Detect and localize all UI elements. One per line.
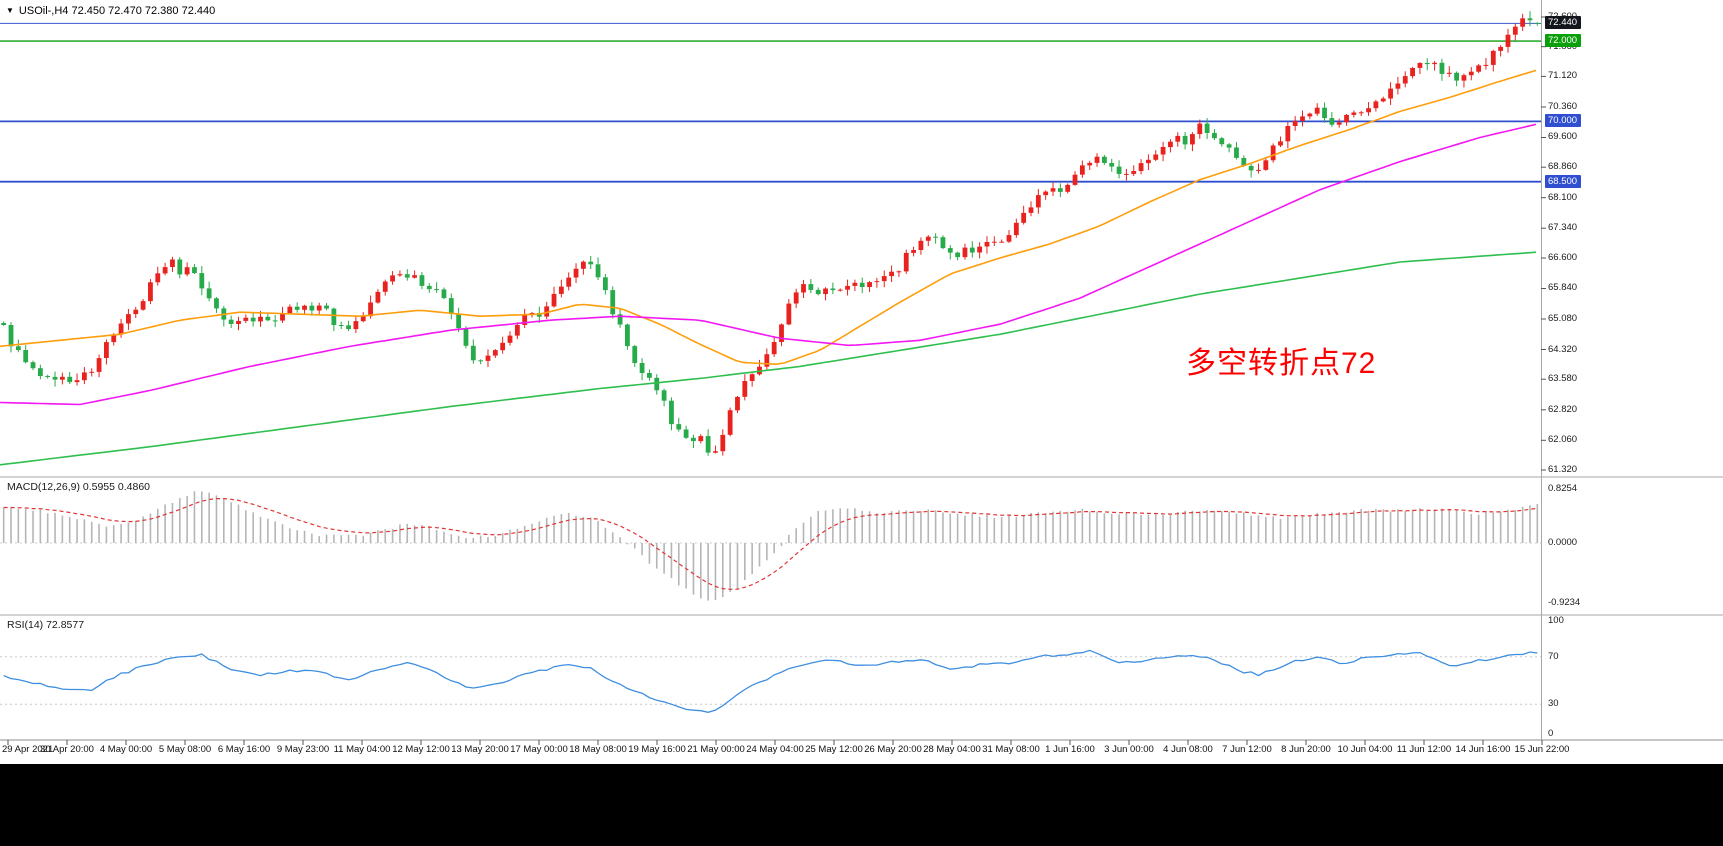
time-tick-label: 4 May 00:00 xyxy=(99,744,153,755)
time-tick-label: 6 May 16:00 xyxy=(217,744,271,755)
time-tick-label: 28 May 04:00 xyxy=(923,744,981,755)
time-tick-label: 18 May 08:00 xyxy=(569,744,627,755)
chart-header: ▼ USOil-,H4 72.450 72.470 72.380 72.440 xyxy=(6,5,215,17)
price-tick: 71.120 xyxy=(1548,70,1578,82)
price-tick: 62.060 xyxy=(1548,434,1578,446)
time-tick-label: 21 May 00:00 xyxy=(687,744,745,755)
time-tick-label: 10 Jun 04:00 xyxy=(1337,744,1393,755)
time-tick-label: 9 May 23:00 xyxy=(276,744,330,755)
time-tick-label: 3 Jun 00:00 xyxy=(1104,744,1154,755)
bottom-black-bar xyxy=(0,764,1723,846)
time-tick-label: 19 May 16:00 xyxy=(628,744,686,755)
rsi-axis-tick: 30 xyxy=(1548,698,1559,710)
time-tick-label: 11 May 04:00 xyxy=(333,744,391,755)
time-tick-label: 5 May 08:00 xyxy=(158,744,212,755)
panel-separators xyxy=(0,0,1723,745)
time-tick-label: 8 Jun 20:00 xyxy=(1281,744,1331,755)
time-tick-label: 25 May 12:00 xyxy=(805,744,863,755)
price-tick: 70.360 xyxy=(1548,100,1578,112)
macd-panel xyxy=(0,491,1541,601)
rsi-axis-tick: 0 xyxy=(1548,728,1554,739)
rsi-panel xyxy=(0,649,1541,713)
price-tick: 69.600 xyxy=(1548,131,1578,143)
price-tick: 68.100 xyxy=(1548,191,1578,203)
symbol-ohlc-label: USOil-,H4 72.450 72.470 72.380 72.440 xyxy=(18,5,216,17)
price-tick: 66.600 xyxy=(1548,251,1578,263)
time-tick-label: 7 Jun 12:00 xyxy=(1222,744,1272,755)
time-tick-label: 14 Jun 16:00 xyxy=(1455,744,1511,755)
macd-axis-tick: -0.9234 xyxy=(1548,597,1581,609)
price-marker: 68.500 xyxy=(1545,174,1582,188)
price-tick: 64.320 xyxy=(1548,343,1578,355)
price-tick: 62.820 xyxy=(1548,403,1578,415)
price-tick: 67.340 xyxy=(1548,222,1578,234)
candles xyxy=(1,11,1540,456)
time-tick-label: 12 May 12:00 xyxy=(392,744,450,755)
time-tick-label: 30 Apr 20:00 xyxy=(40,744,94,755)
price-axis[interactable]: 72.60071.86071.12070.36069.60068.86068.1… xyxy=(1542,0,1723,742)
time-tick-label: 29 Apr 2021 xyxy=(2,744,54,755)
price-marker: 72.000 xyxy=(1545,34,1582,48)
time-tick-label: 15 Jun 22:00 xyxy=(1514,744,1570,755)
time-tick-label: 24 May 04:00 xyxy=(746,744,804,755)
price-tick: 61.320 xyxy=(1548,464,1578,475)
macd-axis-tick: 0.0000 xyxy=(1548,537,1578,548)
annotation-text: 多空转折点72 xyxy=(1186,347,1377,380)
price-tick: 65.080 xyxy=(1548,313,1578,324)
time-tick-label: 4 Jun 08:00 xyxy=(1163,744,1213,755)
macd-indicator-label: MACD(12,26,9) 0.5955 0.4860 xyxy=(7,481,151,493)
time-tick-label: 11 Jun 12:00 xyxy=(1396,744,1452,755)
time-axis[interactable]: 29 Apr 2021 30 Apr 20:00 4 May 00:00 5 May … xyxy=(0,740,1723,760)
rsi-indicator-label: RSI(14) 72.8577 xyxy=(7,619,85,631)
price-tick: 65.840 xyxy=(1548,282,1578,294)
time-tick-label: 13 May 20:00 xyxy=(451,744,509,755)
price-tick: 63.580 xyxy=(1548,373,1578,385)
price-tick: 68.860 xyxy=(1548,161,1578,173)
rsi-axis-tick: 70 xyxy=(1548,650,1559,662)
time-tick-label: 1 Jun 16:00 xyxy=(1045,744,1095,755)
rsi-axis-tick: 100 xyxy=(1548,615,1564,626)
time-tick-label: 26 May 20:00 xyxy=(864,744,922,755)
time-tick-label: 31 May 08:00 xyxy=(982,744,1040,755)
moving-average-lines xyxy=(0,69,1537,466)
macd-axis-tick: 0.8254 xyxy=(1548,482,1578,494)
time-tick-label: 17 May 00:00 xyxy=(510,744,568,755)
price-marker: 72.440 xyxy=(1545,16,1582,30)
price-marker: 70.000 xyxy=(1545,114,1582,128)
symbol-dropdown-icon[interactable]: ▼ xyxy=(6,6,14,15)
